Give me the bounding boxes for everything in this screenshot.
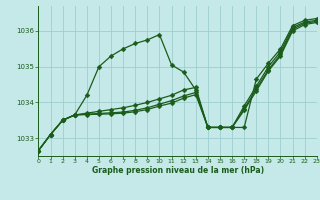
X-axis label: Graphe pression niveau de la mer (hPa): Graphe pression niveau de la mer (hPa) bbox=[92, 166, 264, 175]
